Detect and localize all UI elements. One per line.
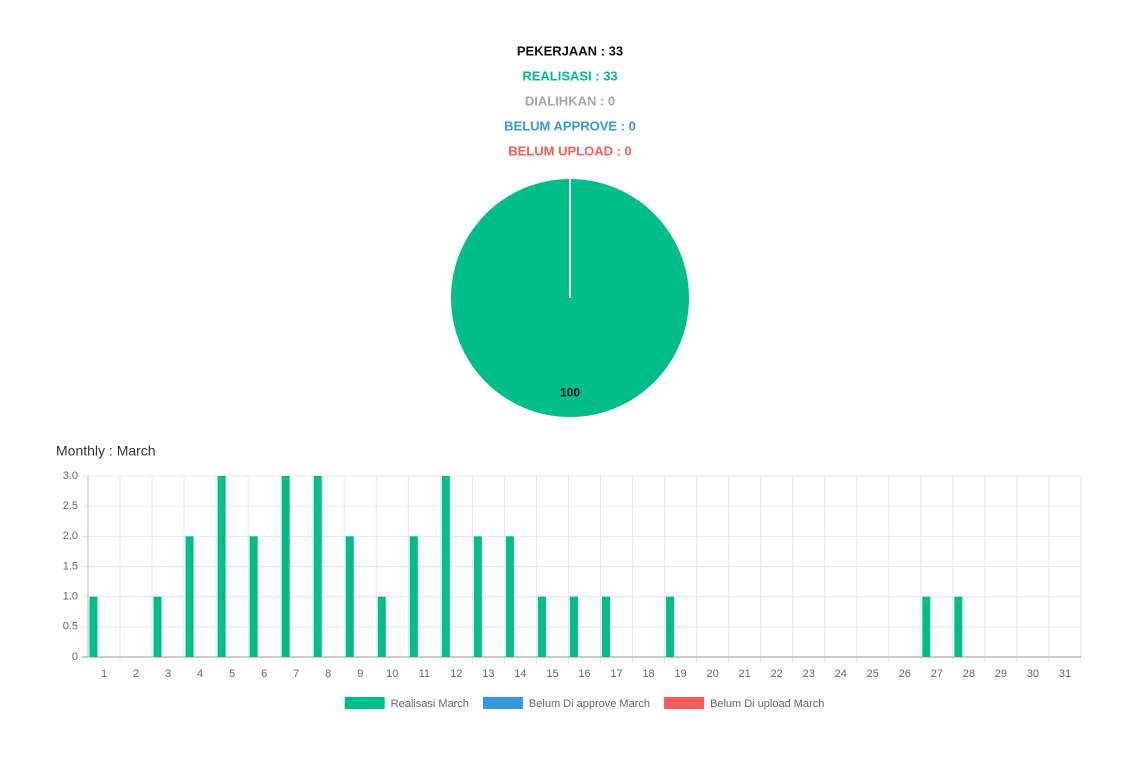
stat-line: BELUM UPLOAD : 0: [508, 143, 632, 158]
x-tick-label: 16: [578, 668, 590, 680]
bar: [377, 596, 386, 657]
x-tick-label: 14: [514, 668, 526, 680]
y-tick-label: 0.5: [63, 621, 78, 633]
x-tick-label: 5: [229, 668, 235, 680]
bar: [249, 536, 258, 657]
x-tick-label: 24: [835, 668, 847, 680]
x-tick-label: 7: [293, 668, 299, 680]
x-tick-label: 13: [482, 668, 494, 680]
x-tick-label: 6: [261, 668, 267, 680]
stat-line: BELUM APPROVE : 0: [504, 118, 636, 133]
x-tick-label: 19: [674, 668, 686, 680]
x-tick-label: 11: [419, 668, 430, 680]
x-tick-label: 1: [101, 668, 107, 680]
x-tick-label: 2: [133, 668, 139, 680]
x-tick-label: 27: [931, 668, 943, 680]
x-tick-label: 28: [963, 668, 975, 680]
bar: [345, 536, 354, 657]
x-tick-label: 17: [610, 668, 622, 680]
x-tick-label: 21: [739, 668, 751, 680]
x-tick-label: 12: [450, 668, 462, 680]
x-tick-label: 8: [325, 668, 331, 680]
bar: [313, 476, 322, 657]
bar: [89, 596, 98, 657]
legend-swatch: [482, 697, 523, 709]
bar: [153, 596, 162, 657]
y-tick-label: 1.5: [63, 560, 78, 572]
x-tick-label: 29: [995, 668, 1007, 680]
x-tick-label: 30: [1027, 668, 1039, 680]
bar: [954, 596, 963, 657]
bar: [569, 596, 578, 657]
y-tick-label: 3.0: [63, 470, 78, 482]
bar: [666, 596, 675, 657]
bar: [505, 536, 514, 657]
x-tick-label: 31: [1059, 668, 1071, 680]
x-tick-label: 9: [357, 668, 363, 680]
bar: [473, 536, 482, 657]
stat-line: REALISASI : 33: [522, 68, 617, 83]
x-tick-label: 22: [771, 668, 783, 680]
y-tick-label: 0: [72, 651, 78, 663]
bar: [281, 476, 290, 657]
legend-swatch: [344, 697, 385, 709]
y-tick-label: 1.0: [63, 591, 78, 603]
bar: [537, 596, 546, 657]
legend-swatch: [663, 697, 704, 709]
stat-line: PEKERJAAN : 33: [517, 43, 623, 58]
x-tick-label: 10: [386, 668, 398, 680]
bar: [217, 476, 226, 657]
x-tick-label: 15: [546, 668, 558, 680]
x-tick-label: 25: [867, 668, 879, 680]
x-tick-label: 18: [642, 668, 654, 680]
x-tick-label: 20: [707, 668, 719, 680]
x-tick-label: 3: [165, 668, 171, 680]
x-tick-label: 26: [899, 668, 911, 680]
bar: [409, 536, 418, 657]
y-tick-label: 2.0: [63, 530, 78, 542]
x-tick-label: 23: [803, 668, 815, 680]
bar: [441, 476, 450, 657]
chart-title: Monthly : March: [56, 443, 156, 459]
bar: [601, 596, 610, 657]
bar: [922, 596, 931, 657]
stat-line: DIALIHKAN : 0: [525, 93, 615, 108]
slice-label: 100: [560, 385, 580, 399]
x-tick-label: 4: [197, 668, 203, 680]
legend-label: Belum Di upload March: [710, 698, 824, 710]
legend-label: Realisasi March: [391, 698, 469, 710]
y-tick-label: 2.5: [63, 500, 78, 512]
bar: [185, 536, 194, 657]
legend-label: Belum Di approve March: [529, 698, 650, 710]
